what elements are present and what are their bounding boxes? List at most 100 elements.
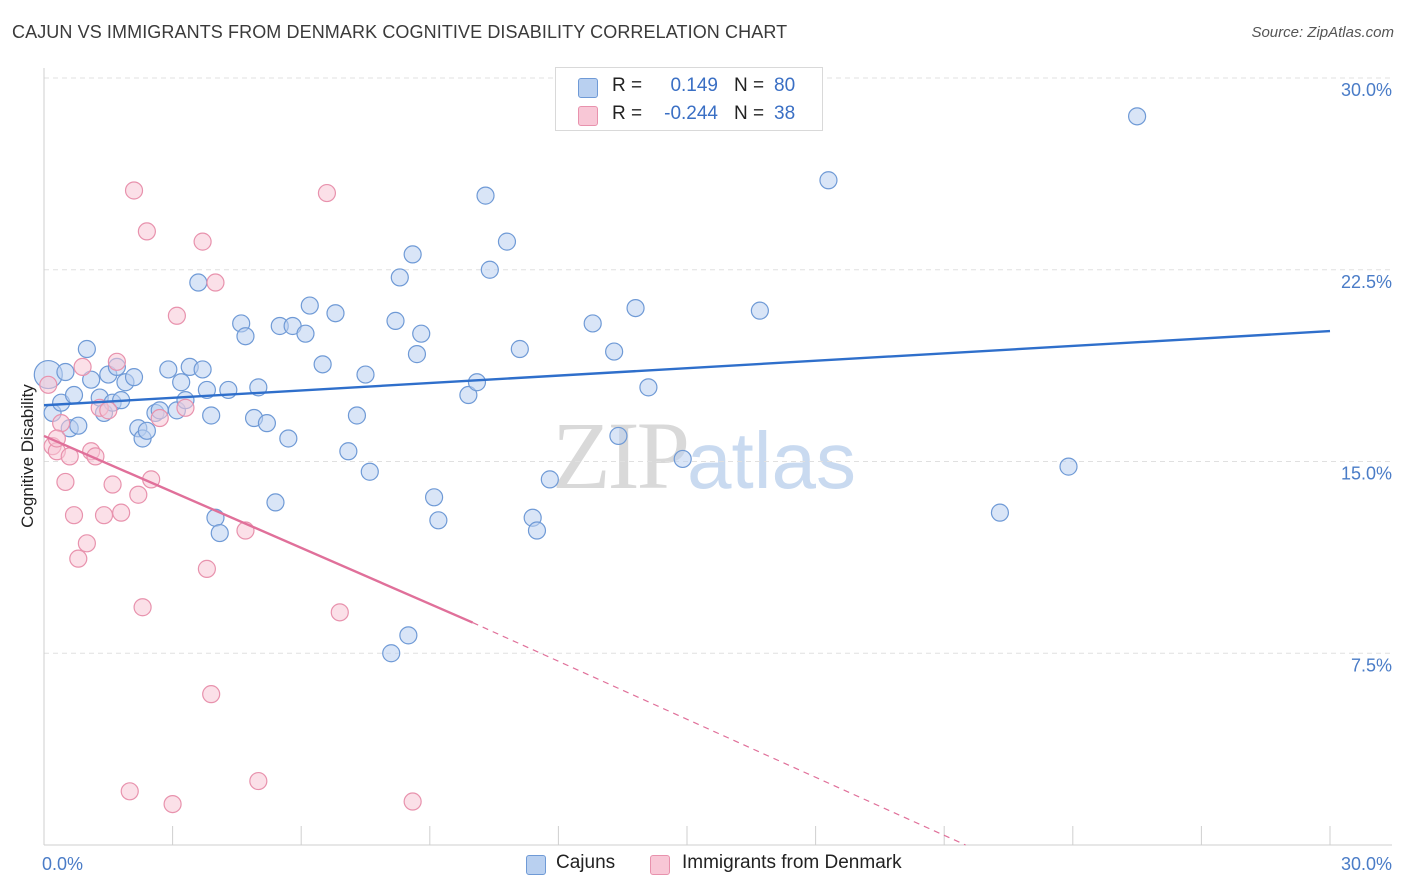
legend-label-cajuns: Cajuns bbox=[556, 852, 616, 873]
point-denmark-9 bbox=[77, 534, 96, 553]
point-cajun-68 bbox=[540, 470, 559, 489]
legend-swatch-denmark bbox=[578, 106, 598, 126]
point-cajun-53 bbox=[390, 268, 409, 287]
legend-n-label: N = bbox=[734, 103, 765, 124]
point-denmark-25 bbox=[163, 794, 182, 814]
point-cajun-59 bbox=[429, 511, 448, 530]
point-cajun-51 bbox=[382, 644, 401, 663]
legend-swatch-cajuns bbox=[526, 855, 546, 875]
point-cajun-44 bbox=[300, 296, 319, 315]
x-tick-label-0: 0.0% bbox=[42, 854, 83, 874]
point-cajun-56 bbox=[407, 345, 427, 364]
point-denmark-21 bbox=[133, 598, 152, 617]
correlation-legend: R = 0.149 N = 80 R = -0.244 N = 38 bbox=[555, 67, 823, 131]
y-tick-label-2: 22.5% bbox=[1341, 272, 1392, 292]
point-cajun-48 bbox=[347, 406, 367, 425]
point-cajun-3 bbox=[56, 362, 75, 382]
point-denmark-33 bbox=[249, 771, 268, 791]
point-cajun-41 bbox=[279, 429, 298, 448]
legend-row-cajuns: R = 0.149 N = 80 bbox=[556, 72, 822, 100]
point-cajun-19 bbox=[137, 421, 156, 440]
point-cajun-43 bbox=[296, 324, 315, 343]
point-cajun-28 bbox=[193, 360, 212, 379]
point-cajun-39 bbox=[266, 493, 285, 512]
point-cajun-65 bbox=[510, 339, 529, 359]
point-cajun-71 bbox=[609, 426, 628, 446]
legend-swatch-cajuns bbox=[578, 78, 598, 98]
point-denmark-29 bbox=[197, 559, 216, 578]
point-cajun-57 bbox=[412, 324, 431, 343]
point-cajun-6 bbox=[69, 416, 88, 435]
point-cajun-30 bbox=[202, 406, 221, 425]
watermark: ZIPatlas bbox=[552, 400, 856, 511]
legend-r-label: R = bbox=[612, 103, 643, 124]
point-cajun-16 bbox=[124, 368, 144, 387]
point-cajun-60 bbox=[459, 385, 478, 405]
point-cajun-49 bbox=[356, 365, 375, 384]
y-tick-label-0: 7.5% bbox=[1351, 655, 1392, 675]
point-denmark-18 bbox=[120, 782, 139, 801]
point-cajun-77 bbox=[990, 503, 1010, 522]
point-cajun-47 bbox=[339, 442, 358, 461]
point-denmark-19 bbox=[124, 181, 144, 200]
point-denmark-16 bbox=[107, 352, 126, 371]
point-cajun-58 bbox=[424, 488, 444, 507]
legend-swatch-denmark bbox=[650, 855, 670, 875]
y-tick-label-1: 15.0% bbox=[1341, 464, 1392, 484]
trendline-denmark-extension bbox=[472, 622, 966, 846]
point-cajun-62 bbox=[476, 186, 495, 205]
point-denmark-13 bbox=[94, 506, 114, 525]
point-cajun-76 bbox=[819, 171, 838, 190]
trendline-cajuns bbox=[43, 329, 1331, 407]
point-cajun-61 bbox=[467, 373, 487, 392]
point-cajun-7 bbox=[77, 339, 96, 359]
point-denmark-30 bbox=[202, 685, 221, 704]
legend-r-value: -0.244 bbox=[664, 103, 718, 124]
point-denmark-8 bbox=[73, 357, 92, 377]
point-cajun-27 bbox=[189, 273, 208, 292]
point-cajun-69 bbox=[583, 314, 602, 333]
point-cajun-50 bbox=[360, 462, 379, 481]
point-cajun-38 bbox=[257, 414, 277, 433]
point-cajun-70 bbox=[605, 342, 624, 361]
point-denmark-0 bbox=[39, 375, 58, 394]
point-cajun-22 bbox=[159, 360, 178, 379]
point-denmark-28 bbox=[193, 232, 212, 251]
point-cajun-64 bbox=[497, 232, 517, 251]
x-tick-label-1: 30.0% bbox=[1341, 854, 1392, 874]
point-denmark-17 bbox=[112, 503, 131, 522]
point-denmark-20 bbox=[129, 485, 148, 504]
watermark-atlas: atlas bbox=[687, 416, 856, 505]
series-legend: Cajuns Immigrants from Denmark bbox=[0, 852, 1406, 878]
point-cajun-46 bbox=[326, 304, 345, 323]
legend-n-value: 80 bbox=[774, 75, 796, 96]
point-denmark-26 bbox=[167, 306, 186, 325]
point-cajun-5 bbox=[64, 385, 84, 405]
legend-n-value: 38 bbox=[774, 103, 796, 124]
legend-n-label: N = bbox=[734, 75, 765, 96]
point-cajun-67 bbox=[527, 521, 547, 540]
legend-r-value: 0.149 bbox=[670, 75, 718, 96]
point-cajun-79 bbox=[1127, 107, 1147, 126]
point-cajun-78 bbox=[1059, 457, 1078, 476]
point-cajun-55 bbox=[403, 245, 422, 264]
point-cajun-45 bbox=[313, 355, 332, 374]
point-denmark-3 bbox=[52, 414, 71, 433]
point-denmark-27 bbox=[176, 398, 195, 417]
point-cajun-29 bbox=[197, 380, 216, 400]
point-denmark-36 bbox=[403, 792, 422, 811]
point-cajun-8 bbox=[82, 370, 101, 389]
legend-r-label: R = bbox=[612, 75, 643, 96]
trendline-denmark bbox=[43, 434, 474, 624]
point-cajun-52 bbox=[386, 311, 405, 330]
point-cajun-74 bbox=[673, 449, 692, 469]
chart-title: CAJUN VS IMMIGRANTS FROM DENMARK COGNITI… bbox=[12, 22, 788, 42]
legend-row-denmark: R = -0.244 N = 38 bbox=[556, 100, 822, 128]
point-denmark-31 bbox=[206, 273, 225, 292]
source-label: Source: ZipAtlas.com bbox=[1251, 24, 1394, 41]
point-denmark-15 bbox=[103, 475, 122, 494]
point-cajun-72 bbox=[626, 299, 645, 318]
point-cajun-35 bbox=[236, 327, 255, 346]
point-cajun-73 bbox=[639, 378, 658, 397]
point-denmark-24 bbox=[150, 408, 169, 428]
